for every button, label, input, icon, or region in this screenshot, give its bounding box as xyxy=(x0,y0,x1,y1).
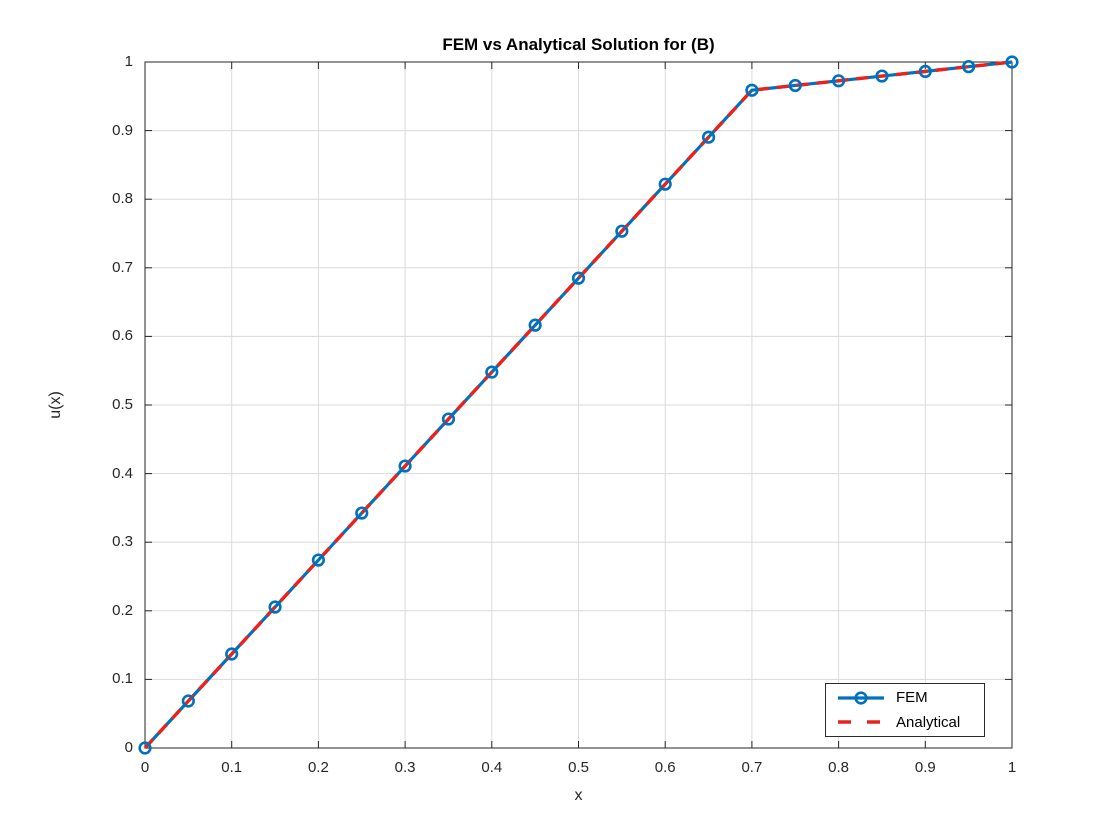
x-tick-label: 0.3 xyxy=(394,759,416,776)
x-tick-label: 0 xyxy=(140,759,150,776)
fem-marker xyxy=(355,506,369,520)
y-tick-label: 0.5 xyxy=(112,396,133,413)
chart-title: FEM vs Analytical Solution for (B) xyxy=(442,35,715,54)
legend-item-fem: FEM xyxy=(826,686,984,710)
y-tick-label: 0.6 xyxy=(112,327,133,345)
x-tick-label: 0.4 xyxy=(481,759,503,776)
legend-label-fem: FEM xyxy=(896,689,928,707)
fem-marker xyxy=(441,412,456,426)
fem-marker xyxy=(571,271,586,285)
x-axis-label: x xyxy=(574,787,583,804)
legend-item-analytical: Analytical xyxy=(826,710,984,734)
fem-marker xyxy=(311,553,326,567)
legend: FEM Analytical xyxy=(825,683,985,737)
fem-marker xyxy=(138,741,152,755)
x-tick-label: 0.5 xyxy=(568,759,589,776)
fem-line-sample-icon xyxy=(838,691,884,705)
y-tick-label: 0.7 xyxy=(112,258,133,276)
fem-marker xyxy=(268,600,282,614)
fem-marker xyxy=(658,177,672,191)
x-tick-label: 0.7 xyxy=(741,759,763,776)
x-tick-label: 1 xyxy=(1007,759,1017,776)
fem-marker xyxy=(225,647,239,661)
fem-marker xyxy=(181,694,195,708)
y-tick-label: 0.2 xyxy=(112,601,133,619)
x-tick-label: 0.8 xyxy=(828,759,850,776)
fem-marker xyxy=(701,130,716,144)
fem-marker xyxy=(918,64,932,78)
y-tick-label: 1 xyxy=(124,53,133,70)
fem-marker xyxy=(528,318,542,332)
analytical-line xyxy=(143,60,1013,750)
x-tick-label: 0.6 xyxy=(654,759,676,776)
legend-label-analytical: Analytical xyxy=(896,713,961,731)
y-tick-label: 0.9 xyxy=(112,121,133,139)
fem-marker xyxy=(831,74,846,88)
x-tick-label: 0.2 xyxy=(307,759,329,776)
x-tick-label: 0.1 xyxy=(221,759,243,776)
fem-marker xyxy=(485,365,499,379)
y-axis-label: u(x) xyxy=(47,391,64,419)
x-tick-label: 0.9 xyxy=(914,759,936,776)
y-tick-label: 0.3 xyxy=(112,533,133,551)
fem-marker xyxy=(1005,55,1019,69)
fem-marker xyxy=(875,69,889,83)
analytical-line-sample-icon xyxy=(838,720,884,725)
y-tick-label: 0.4 xyxy=(112,464,133,482)
y-tick-label: 0.1 xyxy=(112,670,133,688)
fem-marker xyxy=(788,78,802,93)
fem-marker xyxy=(398,459,412,473)
y-tick-label: 0.8 xyxy=(112,190,133,208)
fem-marker xyxy=(615,224,629,238)
y-tick-label: 0 xyxy=(124,739,133,756)
fem-marker xyxy=(745,83,759,97)
fem-marker xyxy=(962,60,976,74)
